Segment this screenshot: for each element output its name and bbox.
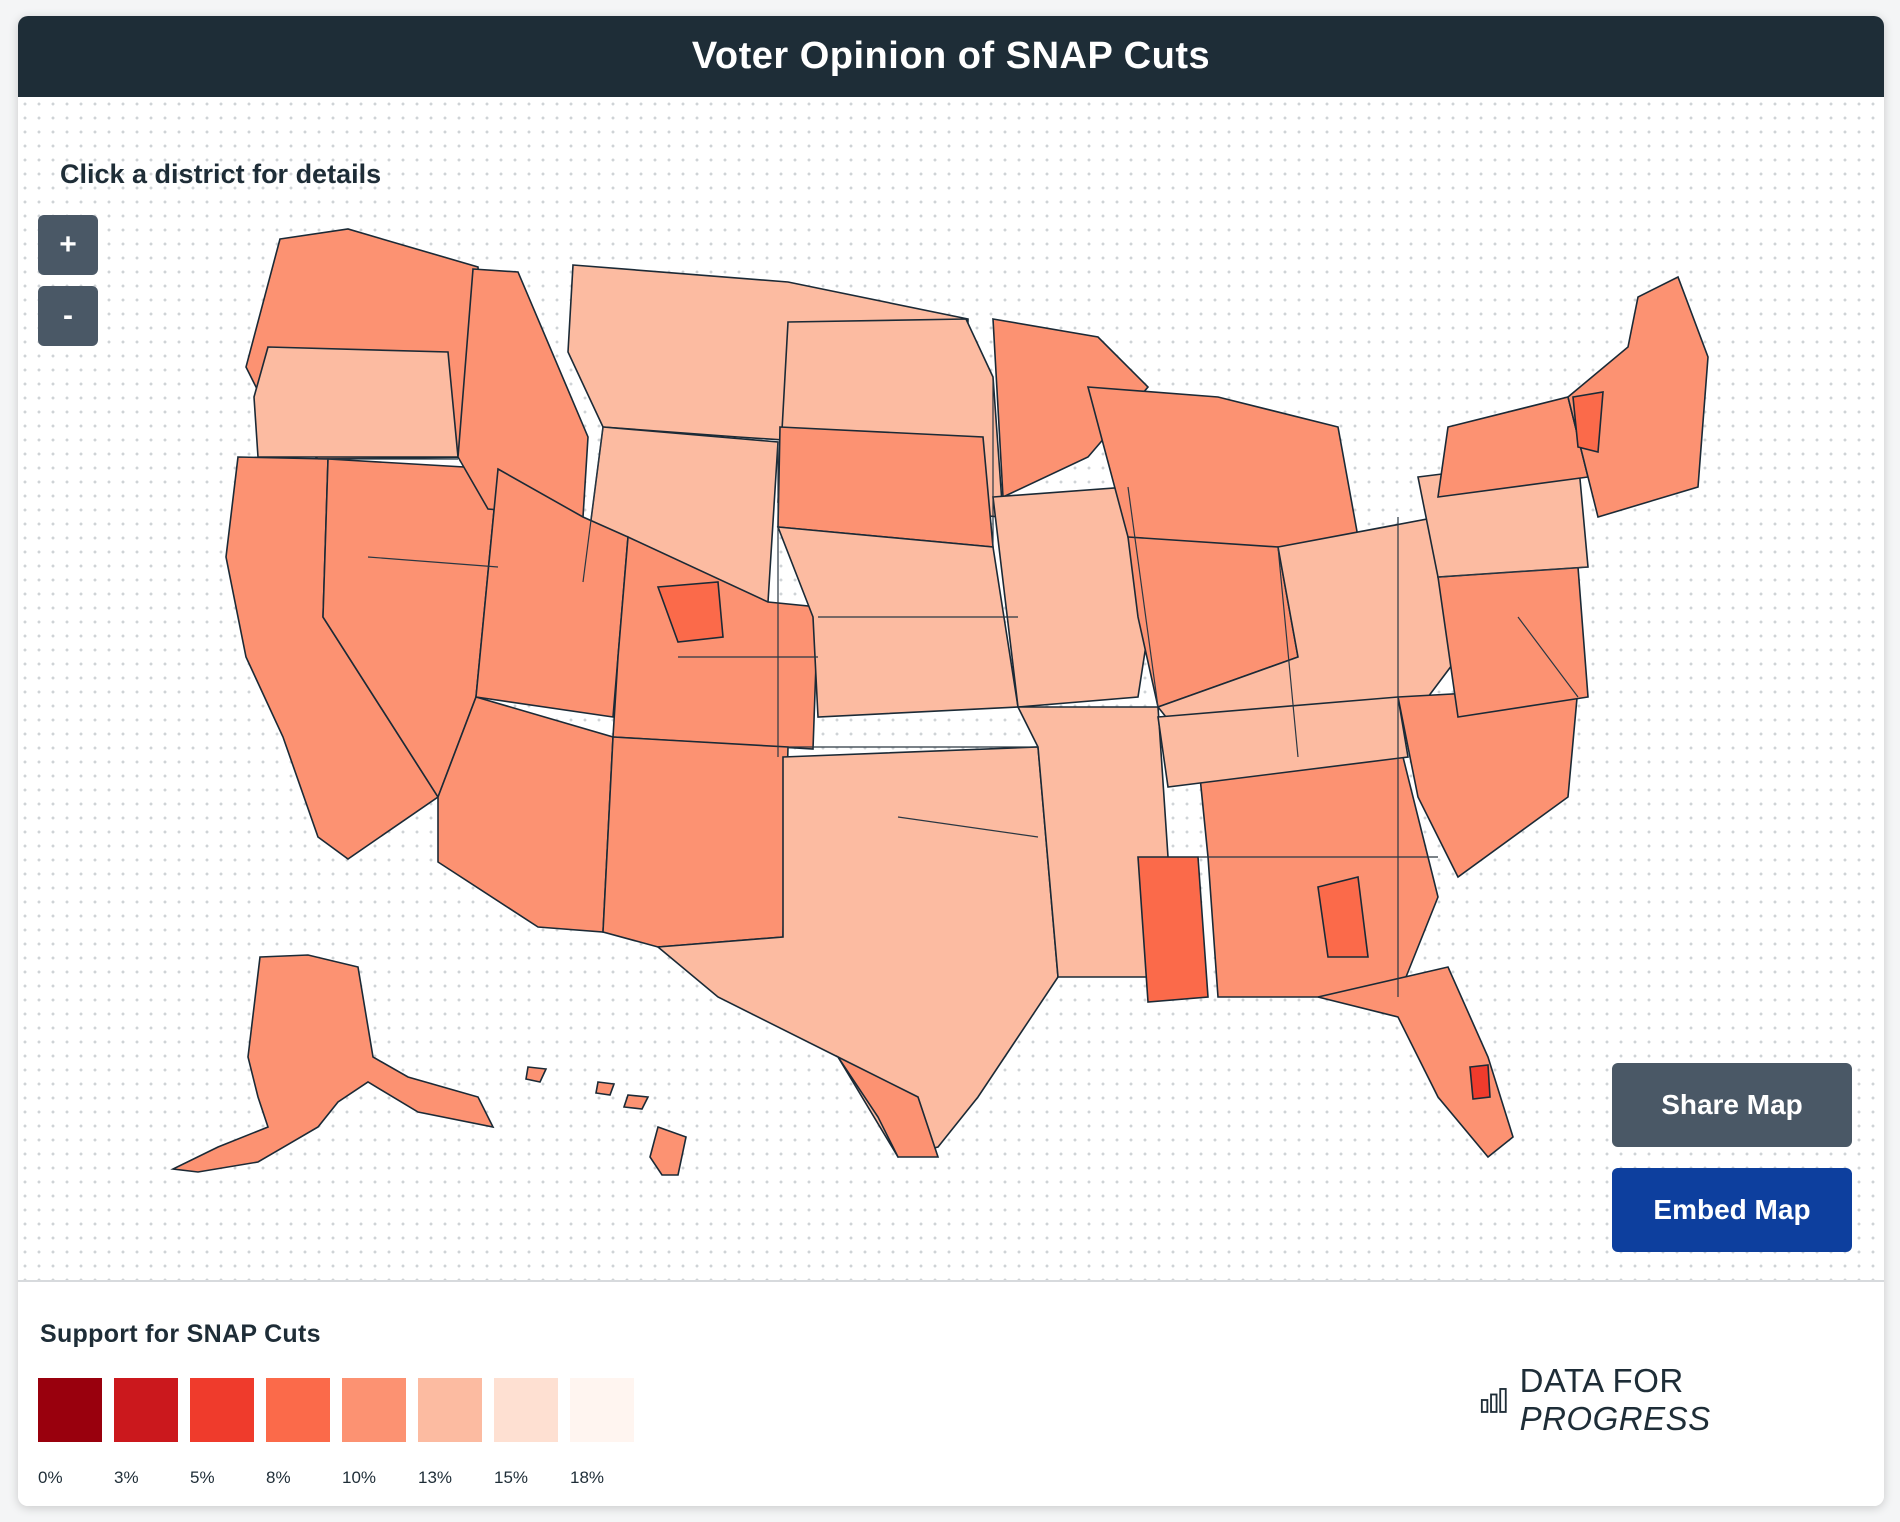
- legend-swatch-label: 8%: [266, 1468, 291, 1487]
- region-idaho[interactable]: [457, 268, 589, 518]
- hawaii-islands[interactable]: [525, 1066, 687, 1176]
- region-florida[interactable]: [1317, 966, 1514, 1159]
- brand-emphasis: PROGRESS: [1519, 1400, 1711, 1437]
- zoom-out-button[interactable]: -: [38, 286, 98, 346]
- legend-swatch-label: 0%: [38, 1468, 63, 1487]
- us-district-map[interactable]: [18, 97, 1884, 1280]
- legend-swatch: [38, 1378, 102, 1442]
- page-title: Voter Opinion of SNAP Cuts: [691, 35, 1211, 77]
- regions: [225, 228, 1709, 1159]
- legend-swatch: [114, 1378, 178, 1442]
- legend-swatch: [266, 1378, 330, 1442]
- district-colorado-darker[interactable]: [656, 581, 724, 643]
- bar-chart-icon: [1480, 1388, 1507, 1413]
- brand-text: DATA FOR PROGRESS: [1520, 1362, 1855, 1438]
- region-new-england[interactable]: [1567, 275, 1709, 519]
- region-new-mexico[interactable]: [602, 736, 789, 948]
- legend-swatch: [190, 1378, 254, 1442]
- legend-area: Support for SNAP Cuts 0% 3% 5% 8% 10% 13% 15% 1…: [18, 1280, 1884, 1506]
- legend-swatch-label: 10%: [342, 1468, 377, 1487]
- legend-swatch: [418, 1378, 482, 1442]
- embed-map-button[interactable]: Embed Map: [1612, 1168, 1852, 1252]
- legend-swatch-label: 13%: [418, 1468, 453, 1487]
- map-card: Voter Opinion of SNAP Cuts Click a distr…: [18, 16, 1884, 1506]
- legend-swatch: [494, 1378, 558, 1442]
- legend-swatch-label: 5%: [190, 1468, 215, 1487]
- brand-prefix: DATA FOR: [1519, 1362, 1684, 1399]
- region-oregon-east[interactable]: [253, 346, 459, 458]
- map-hint: Click a district for details: [60, 159, 382, 189]
- zoom-in-button[interactable]: +: [38, 215, 98, 275]
- share-map-button[interactable]: Share Map: [1612, 1063, 1852, 1147]
- legend-swatch-label: 18%: [570, 1468, 605, 1487]
- map-area[interactable]: Click a district for details: [18, 97, 1884, 1280]
- district-miami-darker[interactable]: [1469, 1064, 1491, 1100]
- highlighted-districts: [656, 391, 1604, 1100]
- legend-swatch-label: 15%: [494, 1468, 529, 1487]
- region-alaska[interactable]: [170, 954, 495, 1173]
- district-vermont-darker[interactable]: [1572, 391, 1604, 454]
- region-south-dakota[interactable]: [777, 426, 994, 548]
- legend-swatch: [570, 1378, 634, 1442]
- district-georgia-darker[interactable]: [1317, 876, 1369, 958]
- brand-logo: DATA FOR PROGRESS: [1480, 1362, 1855, 1437]
- region-tennessee[interactable]: [1157, 696, 1409, 788]
- legend-swatch-label: 3%: [114, 1468, 139, 1487]
- region-texas-south[interactable]: [835, 1054, 940, 1158]
- region-nebraska-kansas[interactable]: [776, 526, 1019, 718]
- legend-title: Support for SNAP Cuts: [40, 1320, 321, 1348]
- title-bar: Voter Opinion of SNAP Cuts: [18, 16, 1884, 97]
- region-arizona[interactable]: [437, 696, 614, 933]
- region-virginia-maryland[interactable]: [1437, 566, 1589, 718]
- district-boundaries: [318, 377, 1589, 997]
- region-mississippi[interactable]: [1137, 856, 1209, 1003]
- legend-swatch: [342, 1378, 406, 1442]
